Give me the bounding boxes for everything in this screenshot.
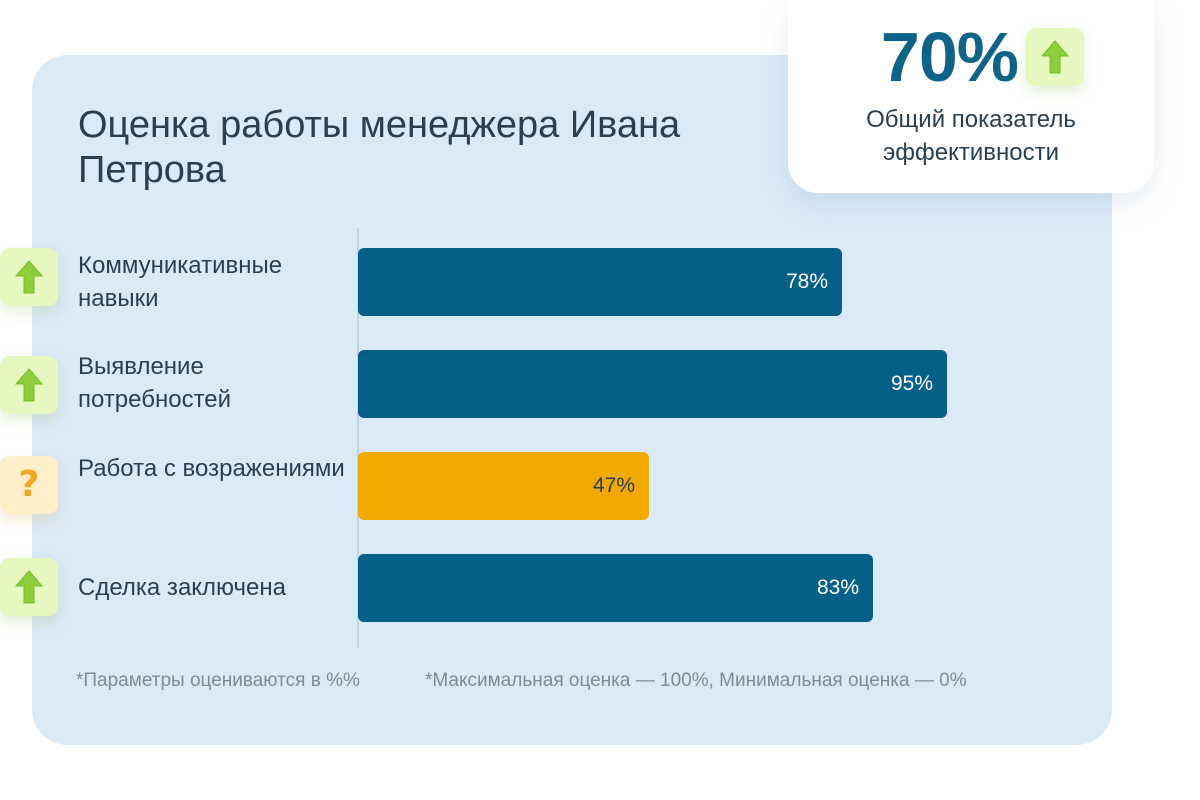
kpi-label: Общий показатель эффективности — [866, 106, 1076, 166]
bar-value-label: 83% — [816, 576, 859, 599]
bar-value-label: 78% — [785, 270, 828, 293]
kpi-trend-badge — [1026, 28, 1084, 86]
bar: 78% — [358, 248, 842, 316]
row-label: Работа с возражениями — [78, 455, 345, 482]
kpi-value: 70% — [880, 18, 1019, 96]
row-label: Сделка заключена — [78, 574, 286, 601]
chart-axis-line — [357, 228, 359, 648]
footnote-range: *Максимальная оценка — 100%, Минимальная… — [425, 670, 967, 691]
bar: 95% — [358, 350, 947, 418]
row-status-badge: ? — [0, 456, 58, 514]
row-status-badge — [0, 356, 58, 414]
bar: 47% — [358, 452, 649, 520]
footnote-units: *Параметры оцениваются в %% — [76, 670, 360, 691]
bar-value-label: 95% — [890, 372, 933, 395]
row-status-badge — [0, 248, 58, 306]
arrow-up-icon — [14, 260, 44, 294]
arrow-up-icon — [1040, 40, 1070, 74]
bar: 83% — [358, 554, 873, 622]
row-label: Выявление потребностей — [78, 353, 232, 413]
arrow-up-icon — [14, 368, 44, 402]
bar-value-label: 47% — [592, 474, 635, 497]
question-mark-icon: ? — [18, 464, 40, 505]
arrow-up-icon — [14, 570, 44, 604]
row-status-badge — [0, 558, 58, 616]
row-label: Коммуникативные навыки — [78, 252, 283, 312]
chart-title: Оценка работы менеджера Ивана Петрова — [78, 104, 681, 191]
kpi-card: 70% Общий показатель эффективности — [788, 0, 1154, 193]
